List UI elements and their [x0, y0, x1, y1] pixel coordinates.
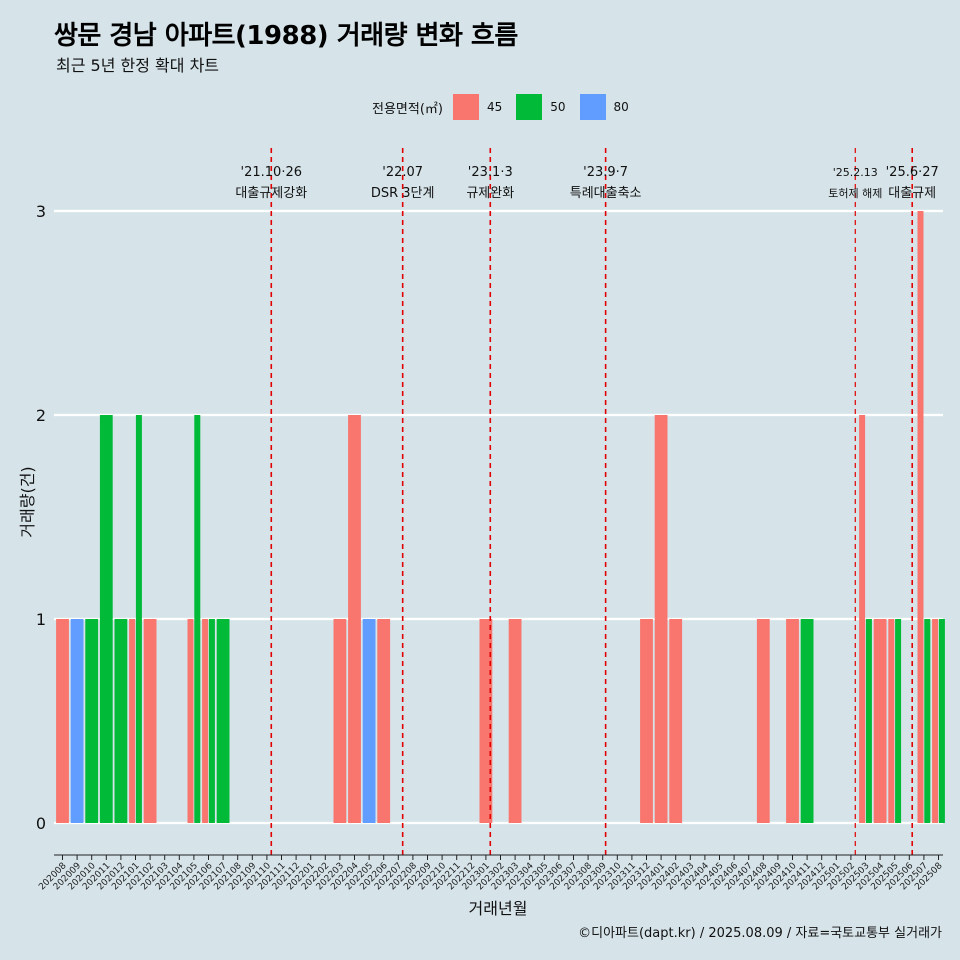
bar-202105-45	[187, 619, 194, 823]
bar-202411-50	[800, 619, 814, 823]
bar-202203-45	[333, 619, 347, 823]
event-label-0: 대출규제강화	[235, 186, 307, 201]
event-date-3: '23.9·7	[583, 165, 628, 180]
footer-credit: ©디아파트(dapt.kr) / 2025.08.09 / 자료=국토교통부 실…	[578, 926, 942, 941]
bar-202106-50	[208, 619, 215, 823]
bar-202408-45	[756, 619, 770, 823]
legend-label-50: 50	[550, 100, 566, 114]
event-date-0: '21.10·26	[241, 165, 302, 180]
y-tick-label-0: 0	[36, 814, 46, 833]
event-date-5: '25.6·27	[886, 165, 939, 180]
bar-202410-45	[786, 619, 799, 823]
bar-202312-45	[640, 619, 653, 823]
y-axis-label: 거래량(건)	[18, 466, 37, 537]
bars	[56, 211, 945, 823]
event-date-4: '25.2.13	[833, 166, 878, 179]
bar-202009-80	[70, 619, 84, 823]
x-axis-label: 거래년월	[469, 899, 528, 918]
y-tick-label-3: 3	[36, 202, 46, 221]
bar-202205-80	[362, 619, 376, 823]
legend-swatch-45	[452, 94, 479, 120]
bar-202008-45	[56, 619, 69, 823]
bar-202106-45	[202, 619, 209, 823]
bar-202401-45	[654, 415, 668, 823]
event-date-2: '23.1·3	[468, 165, 513, 180]
bar-202101-50	[135, 415, 142, 823]
y-axis: 0 1 2 3	[36, 202, 46, 833]
bar-202508-45	[932, 619, 939, 823]
legend-swatch-50	[516, 94, 543, 120]
event-label-2: 규제완화	[466, 186, 514, 201]
event-label-4: 토허제 해제	[828, 186, 882, 200]
bar-202206-45	[377, 619, 391, 823]
bar-202402-45	[669, 619, 683, 823]
legend-item-80: 80	[579, 94, 635, 120]
bar-202101-45	[129, 619, 136, 823]
legend-title: 전용면적(㎡)	[372, 101, 443, 117]
bar-202505-45	[888, 619, 895, 823]
y-tick-label-1: 1	[36, 610, 46, 629]
bar-202012-50	[114, 619, 128, 823]
bar-202508-50	[938, 619, 945, 823]
event-label-1: DSR 3단계	[371, 186, 435, 201]
chart-title: 쌍문 경남 아파트(1988) 거래량 변화 흐름	[54, 21, 518, 51]
bar-202503-45	[859, 415, 866, 823]
legend-item-45: 45	[452, 94, 508, 120]
bar-202102-45	[143, 619, 157, 823]
event-label-3: 특례대출축소	[570, 186, 642, 201]
bar-202105-50	[194, 415, 201, 823]
annotations: '21.10·26 대출규제강화 '22.07 DSR 3단계 '23.1·3 규제완화 '…	[235, 148, 939, 855]
bar-202503-50	[865, 619, 872, 823]
legend-label-45: 45	[486, 100, 503, 114]
event-label-5: 대출규제	[888, 186, 936, 201]
event-date-1: '22.07	[382, 165, 423, 180]
x-axis: 2020082020092020102020112020122021012021…	[37, 854, 945, 892]
bar-202507-50	[924, 619, 931, 823]
chart-subtitle: 최근 5년 한정 확대 차트	[56, 56, 220, 75]
bar-202507-45	[917, 211, 924, 823]
bar-202010-50	[85, 619, 99, 823]
bar-202303-45	[508, 619, 522, 823]
y-tick-label-2: 2	[36, 406, 46, 425]
bar-202204-45	[348, 415, 361, 823]
bar-202301-45	[479, 619, 493, 823]
bar-202107-50	[216, 619, 230, 823]
bar-202505-50	[895, 619, 902, 823]
bar-202504-45	[873, 619, 887, 823]
legend-swatch-80	[579, 94, 606, 120]
bar-202011-50	[99, 415, 113, 823]
legend-item-50: 50	[516, 94, 571, 120]
legend: 전용면적(㎡) 45 50 80	[372, 93, 643, 121]
legend-label-80: 80	[613, 100, 629, 114]
